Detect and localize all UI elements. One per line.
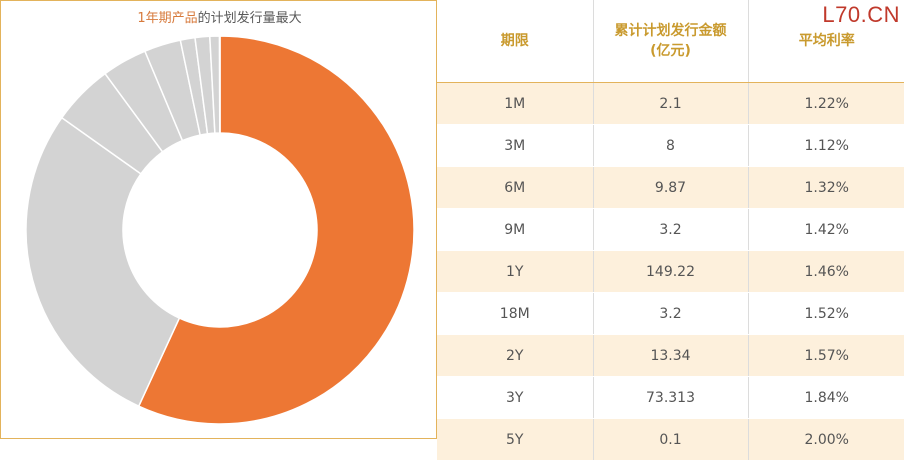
- cell-term: 1M: [437, 83, 593, 125]
- cell-rate: 2.00%: [748, 419, 904, 461]
- cell-term: 3M: [437, 125, 593, 167]
- cell-term: 3Y: [437, 377, 593, 419]
- watermark: L70.CN: [822, 2, 900, 28]
- cell-amount: 3.2: [593, 209, 748, 251]
- cell-term: 6M: [437, 167, 593, 209]
- cell-amount: 0.1: [593, 419, 748, 461]
- cell-rate: 1.84%: [748, 377, 904, 419]
- cell-rate: 1.42%: [748, 209, 904, 251]
- cell-amount: 3.2: [593, 293, 748, 335]
- donut-chart: [1, 1, 438, 440]
- chart-title-rest: 的计划发行量最大: [198, 11, 302, 26]
- cell-rate: 1.52%: [748, 293, 904, 335]
- cell-rate: 1.46%: [748, 251, 904, 293]
- cell-rate: 1.57%: [748, 335, 904, 377]
- chart-panel: 1年期产品的计划发行量最大: [0, 0, 437, 439]
- cell-amount: 149.22: [593, 251, 748, 293]
- cell-term: 1Y: [437, 251, 593, 293]
- chart-title: 1年期产品的计划发行量最大: [1, 7, 438, 26]
- cell-term: 9M: [437, 209, 593, 251]
- cell-amount: 8: [593, 125, 748, 167]
- cell-term: 18M: [437, 293, 593, 335]
- cell-amount: 2.1: [593, 83, 748, 125]
- header-amount: 累计计划发行金额 (亿元): [593, 0, 748, 83]
- cell-term: 2Y: [437, 335, 593, 377]
- cell-amount: 13.34: [593, 335, 748, 377]
- cell-amount: 73.313: [593, 377, 748, 419]
- header-term: 期限: [437, 0, 593, 83]
- chart-title-highlight: 1年期产品: [137, 11, 197, 26]
- cell-term: 5Y: [437, 419, 593, 461]
- cell-rate: 1.22%: [748, 83, 904, 125]
- donut-slice-3Y: [26, 118, 179, 406]
- cell-rate: 1.32%: [748, 167, 904, 209]
- cell-rate: 1.12%: [748, 125, 904, 167]
- cell-amount: 9.87: [593, 167, 748, 209]
